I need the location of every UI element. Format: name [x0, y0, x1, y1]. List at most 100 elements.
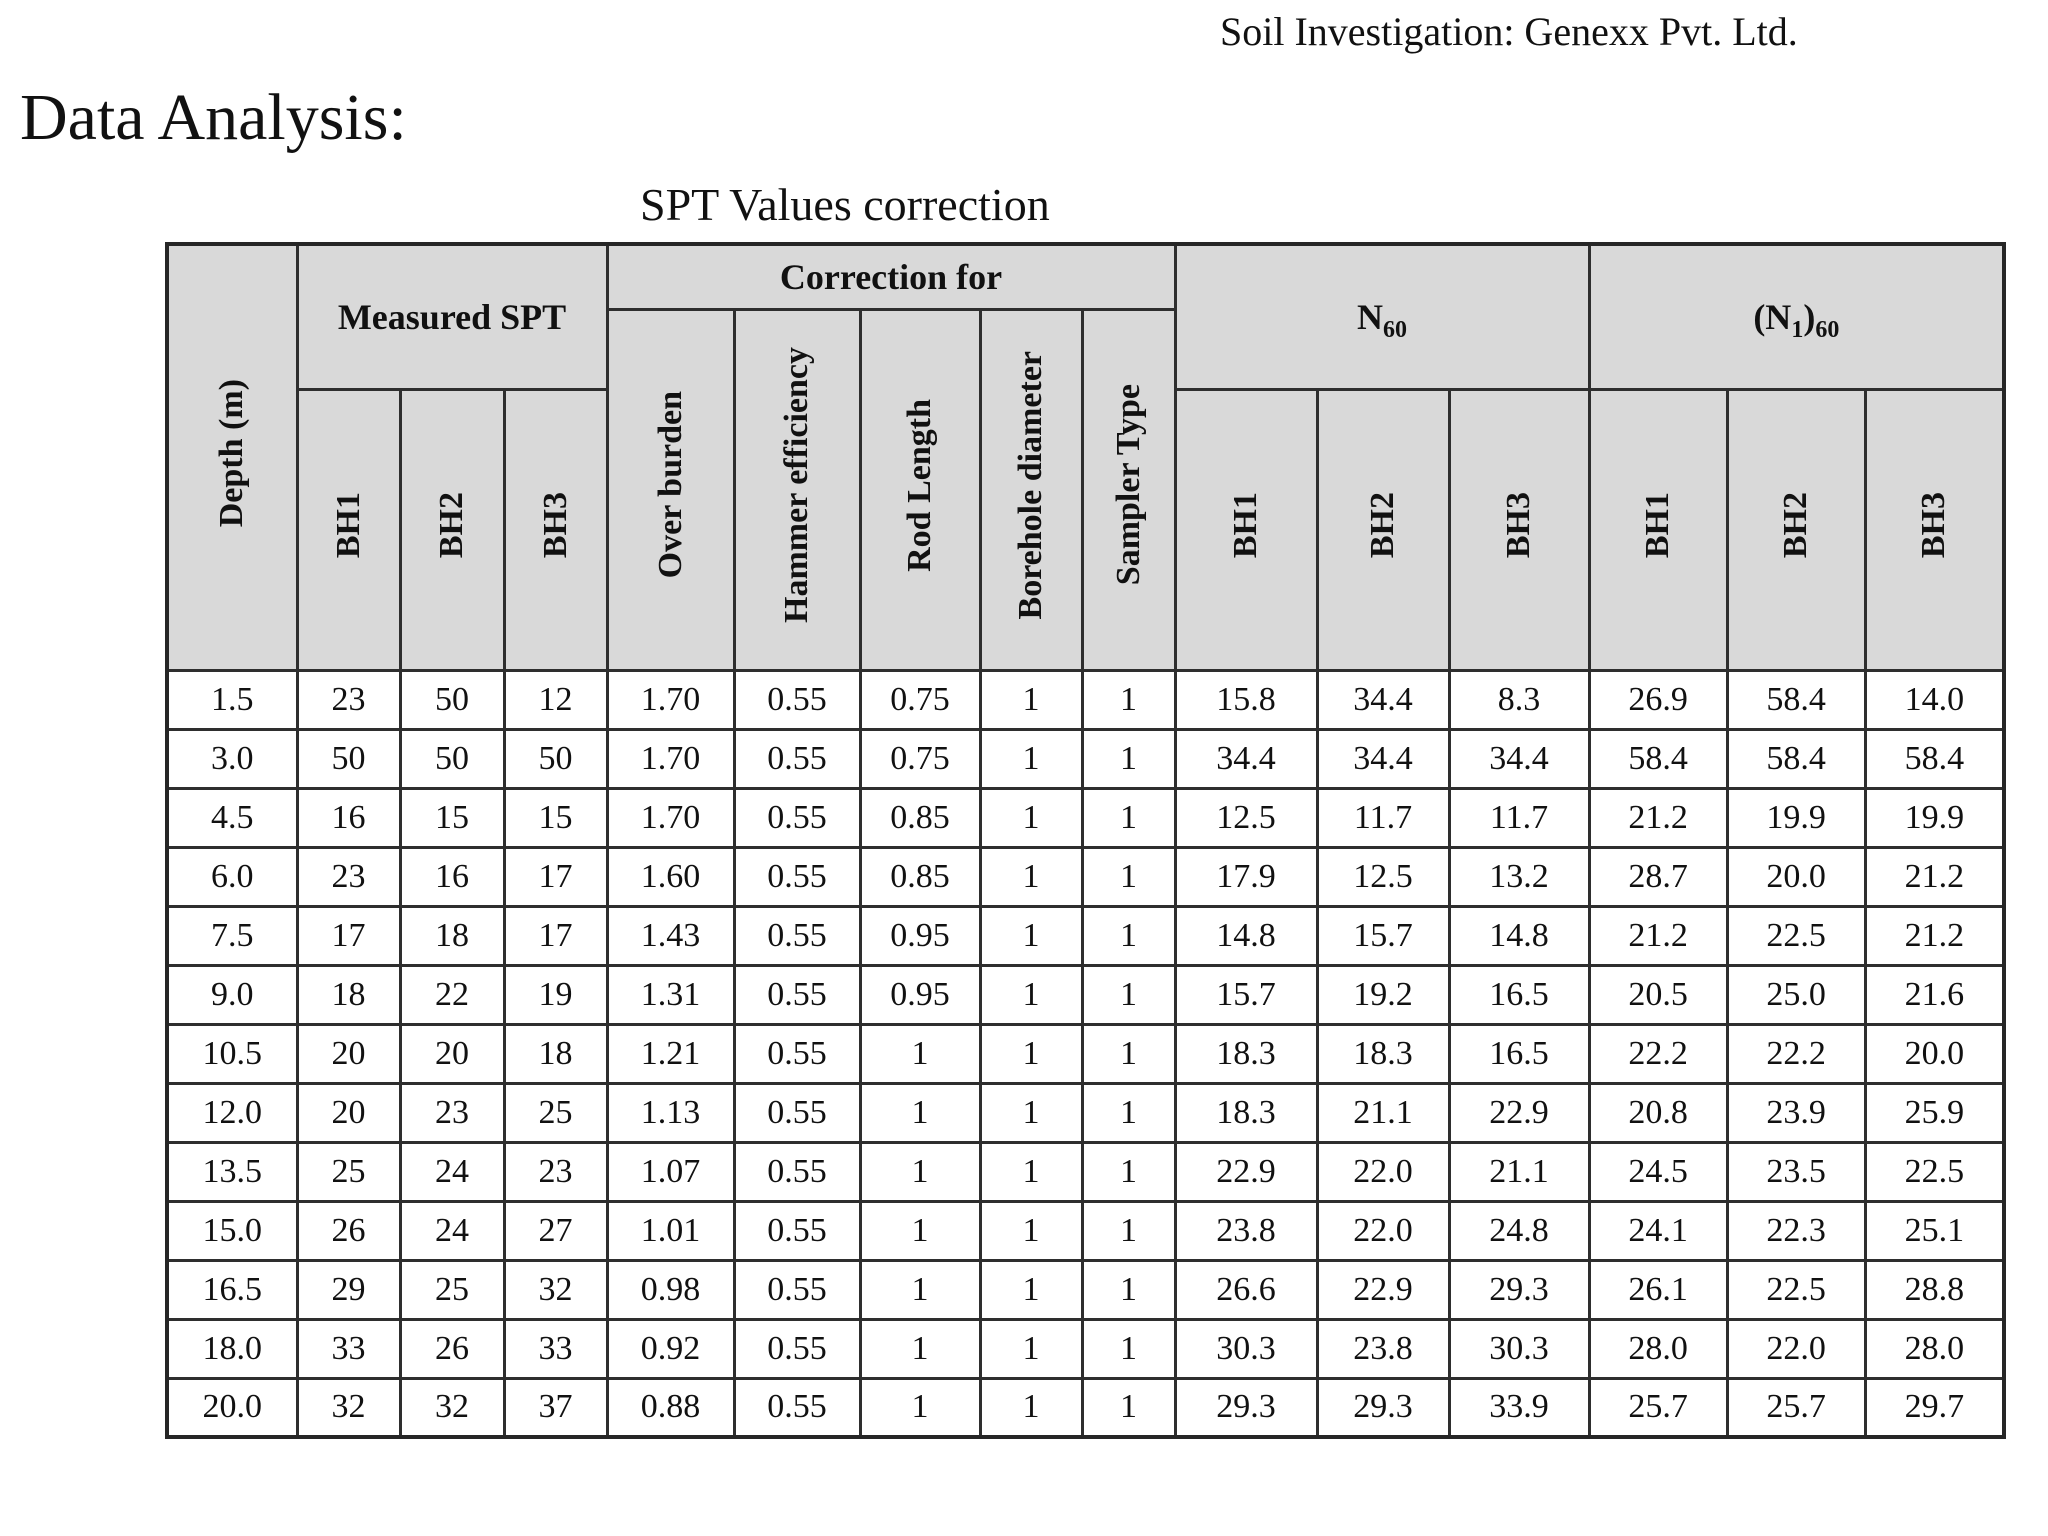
group-header-n60: N60	[1173, 242, 1591, 391]
bh1-label: BH1	[1639, 491, 1677, 559]
n60-subscript: 60	[1383, 316, 1408, 343]
table-title: SPT Values correction	[640, 179, 1050, 230]
value-cell: 24	[398, 1199, 506, 1262]
value-cell: 18	[398, 904, 506, 967]
value-cell: 1.60	[605, 845, 736, 908]
value-cell: 29.3	[1447, 1258, 1591, 1321]
value-cell: 19.2	[1315, 963, 1451, 1026]
value-cell: 1.31	[605, 963, 736, 1026]
value-cell: 1	[978, 1317, 1084, 1380]
value-cell: 1	[1080, 963, 1177, 1026]
value-cell: 50	[295, 727, 402, 790]
value-cell: 16	[398, 845, 506, 908]
value-cell: 22.9	[1447, 1081, 1591, 1144]
value-cell: 23	[398, 1081, 506, 1144]
value-cell: 0.85	[858, 845, 982, 908]
n1-60-open: (N	[1753, 296, 1792, 337]
value-cell: 1	[858, 1317, 982, 1380]
value-cell: 0.55	[732, 727, 862, 790]
value-cell: 22.5	[1725, 904, 1867, 967]
col-header-sampler-type: Sampler Type	[1080, 307, 1177, 672]
value-cell: 1	[978, 727, 1084, 790]
value-cell: 20.0	[1725, 845, 1867, 908]
table-row: 4.5 16 15 15 1.70 0.55 0.85 1 1 12.5 11.7 11.7 21.2 1…	[165, 786, 2006, 849]
depth-cell: 4.5	[165, 786, 299, 849]
depth-cell: 16.5	[165, 1258, 299, 1321]
value-cell: 19.9	[1863, 786, 2006, 849]
value-cell: 32	[295, 1376, 402, 1439]
value-cell: 13.2	[1447, 845, 1591, 908]
value-cell: 20.5	[1587, 963, 1729, 1026]
bh1-label: BH1	[329, 491, 367, 559]
value-cell: 33	[502, 1317, 609, 1380]
value-cell: 15	[502, 786, 609, 849]
value-cell: 1	[978, 786, 1084, 849]
hammer-efficiency-label: Hammer efficiency	[778, 347, 816, 623]
col-header-n60-bh1: BH1	[1173, 387, 1319, 672]
value-cell: 1.21	[605, 1022, 736, 1085]
n60-base: N	[1357, 296, 1384, 337]
value-cell: 1.70	[605, 727, 736, 790]
value-cell: 0.55	[732, 1258, 862, 1321]
value-cell: 1	[1080, 1258, 1177, 1321]
value-cell: 58.4	[1587, 727, 1729, 790]
value-cell: 34.4	[1447, 727, 1591, 790]
table-row: 12.0 20 23 25 1.13 0.55 1 1 1 18.3 21.1 22.9 20.8 23.…	[165, 1081, 2006, 1144]
value-cell: 26	[295, 1199, 402, 1262]
value-cell: 17	[502, 904, 609, 967]
value-cell: 24.8	[1447, 1199, 1591, 1262]
value-cell: 29.3	[1173, 1376, 1319, 1439]
value-cell: 15.7	[1173, 963, 1319, 1026]
value-cell: 21.1	[1447, 1140, 1591, 1203]
value-cell: 22.9	[1315, 1258, 1451, 1321]
value-cell: 21.2	[1587, 786, 1729, 849]
depth-cell: 20.0	[165, 1376, 299, 1439]
depth-label: Depth (m)	[213, 378, 251, 527]
table-body: 1.5 23 50 12 1.70 0.55 0.75 1 1 15.8 34.4 8.3 26.9 58…	[165, 668, 2006, 1439]
value-cell: 25.7	[1587, 1376, 1729, 1439]
table-row: 15.0 26 24 27 1.01 0.55 1 1 1 23.8 22.0 24.8 24.1 22.…	[165, 1199, 2006, 1262]
value-cell: 1	[858, 1199, 982, 1262]
value-cell: 1	[978, 1258, 1084, 1321]
value-cell: 50	[398, 727, 506, 790]
value-cell: 1	[858, 1376, 982, 1439]
value-cell: 12	[502, 668, 609, 731]
value-cell: 17	[502, 845, 609, 908]
table-row: 1.5 23 50 12 1.70 0.55 0.75 1 1 15.8 34.4 8.3 26.9 58…	[165, 668, 2006, 731]
value-cell: 1	[978, 1081, 1084, 1144]
value-cell: 22.0	[1315, 1199, 1451, 1262]
header-row-corrections: Over burden Hammer efficiency Rod Length…	[167, 307, 2004, 672]
bh3-label: BH3	[536, 491, 574, 559]
value-cell: 23.8	[1315, 1317, 1451, 1380]
value-cell: 1	[858, 1022, 982, 1085]
value-cell: 15.8	[1173, 668, 1319, 731]
rod-length-label: Rod Length	[901, 398, 939, 572]
value-cell: 25.7	[1725, 1376, 1867, 1439]
value-cell: 34.4	[1315, 727, 1451, 790]
table-row: 3.0 50 50 50 1.70 0.55 0.75 1 1 34.4 34.4 34.4 58.4 5…	[165, 727, 2006, 790]
value-cell: 25.1	[1863, 1199, 2006, 1262]
value-cell: 20	[398, 1022, 506, 1085]
table-row: 10.5 20 20 18 1.21 0.55 1 1 1 18.3 18.3 16.5 22.2 22.…	[165, 1022, 2006, 1085]
n1-60-sub60: 60	[1815, 316, 1840, 343]
value-cell: 24.5	[1587, 1140, 1729, 1203]
value-cell: 20.0	[1863, 1022, 2006, 1085]
value-cell: 15.7	[1315, 904, 1451, 967]
value-cell: 1	[1080, 1376, 1177, 1439]
bh1-label: BH1	[1227, 491, 1265, 559]
value-cell: 1	[1080, 845, 1177, 908]
value-cell: 11.7	[1447, 786, 1591, 849]
value-cell: 33.9	[1447, 1376, 1591, 1439]
value-cell: 22.2	[1725, 1022, 1867, 1085]
value-cell: 32	[398, 1376, 506, 1439]
value-cell: 33	[295, 1317, 402, 1380]
col-header-hammer-efficiency: Hammer efficiency	[732, 307, 862, 672]
value-cell: 16	[295, 786, 402, 849]
value-cell: 17.9	[1173, 845, 1319, 908]
depth-cell: 6.0	[165, 845, 299, 908]
value-cell: 29.3	[1315, 1376, 1451, 1439]
value-cell: 1	[1080, 786, 1177, 849]
value-cell: 0.98	[605, 1258, 736, 1321]
table-row: 9.0 18 22 19 1.31 0.55 0.95 1 1 15.7 19.2 16.5 20.5 2…	[165, 963, 2006, 1026]
value-cell: 0.85	[858, 786, 982, 849]
